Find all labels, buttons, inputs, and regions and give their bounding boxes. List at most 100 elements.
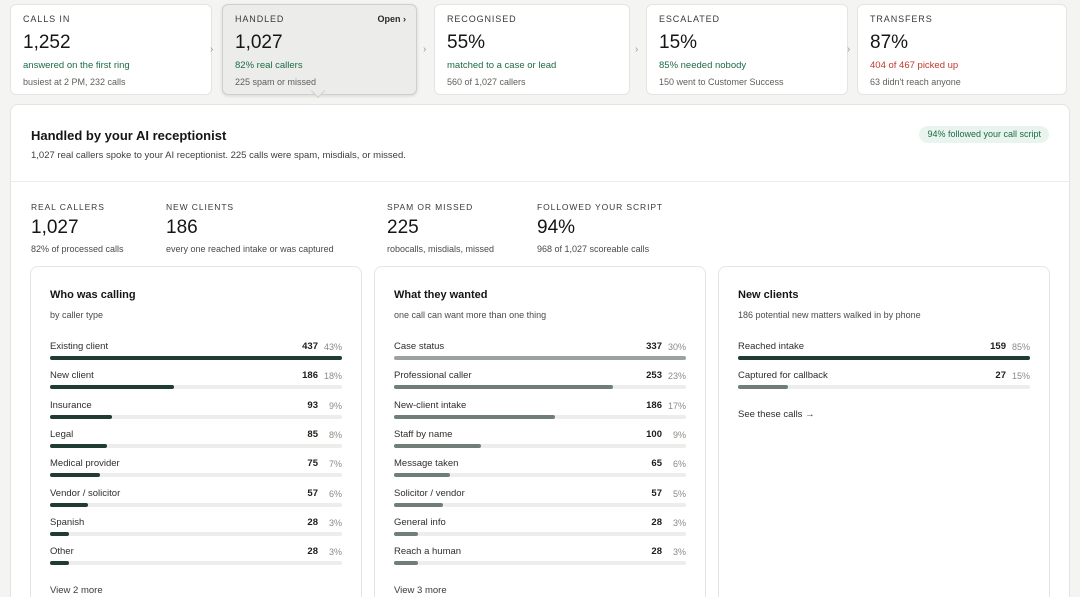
chevron-right-icon: › (635, 44, 639, 55)
kpi-sub: matched to a case or lead (447, 60, 557, 71)
bar-fill (50, 443, 107, 448)
bar-fill (394, 356, 686, 360)
kpi-card-handled[interactable]: HANDLED Open › 1,027 82% real callers 22… (222, 4, 417, 95)
breakdown-row[interactable]: Insurance 93 9% (50, 400, 342, 429)
kpi-card-calls-in[interactable]: CALLS IN 1,252 answered on the first rin… (10, 4, 212, 95)
bar-fill (394, 473, 451, 478)
breakdown-row[interactable]: Case status 337 30% (394, 341, 686, 370)
breakdown-row[interactable]: Vendor / solicitor 57 6% (50, 488, 342, 517)
row-label: Insurance (50, 399, 92, 411)
row-percent: 3% (672, 517, 686, 528)
bar-track (394, 385, 686, 390)
kpi-value: 1,027 (235, 32, 283, 53)
stat-note: 968 of 1,027 scoreable calls (537, 244, 650, 254)
breakdown-row[interactable]: Professional caller 253 23% (394, 370, 686, 399)
row-percent: 3% (672, 547, 686, 558)
row-label: Staff by name (394, 428, 453, 440)
kpi-sub: answered on the first ring (23, 60, 130, 71)
row-count: 100 (646, 428, 662, 440)
row-label: Existing client (50, 341, 109, 352)
breakdown-row[interactable]: Other 28 3% (50, 546, 342, 575)
stat-spam-missed: SPAM OR MISSED 225 robocalls, misdials, … (387, 202, 494, 255)
breakdown-row[interactable]: Medical provider 75 7% (50, 458, 342, 487)
breakdown-row[interactable]: Reached intake 159 85% (738, 341, 1030, 370)
bar-track (50, 356, 342, 360)
row-count: 28 (651, 516, 662, 528)
card-title: New clients (738, 289, 799, 301)
row-percent: 85% (1011, 342, 1030, 352)
bar-track (394, 443, 686, 448)
panel-title: Handled by your AI receptionist (31, 128, 227, 143)
bar-track (394, 502, 686, 507)
breakdown-row[interactable]: Existing client 437 43% (50, 341, 342, 370)
row-label: Case status (394, 341, 445, 352)
see-calls-link[interactable]: See these calls → (738, 409, 815, 420)
card-description: 186 potential new matters walked in by p… (738, 310, 921, 320)
row-percent: 6% (672, 459, 686, 470)
row-percent: 6% (328, 488, 342, 499)
bar-fill (394, 385, 614, 390)
stat-value: 94% (537, 217, 576, 238)
bar-track (50, 531, 342, 536)
kpi-note: 560 of 1,027 callers (447, 77, 526, 87)
row-label: Spanish (50, 516, 85, 528)
kpi-sub: 82% real callers (235, 60, 303, 71)
breakdown-row[interactable]: Legal 85 8% (50, 429, 342, 458)
kpi-card-escalated[interactable]: ESCALATED 15% 85% needed nobody 150 went… (646, 4, 848, 95)
breakdown-row[interactable]: Captured for callback 27 15% (738, 370, 1030, 399)
bar-track (50, 561, 342, 566)
breakdown-row[interactable]: Reach a human 28 3% (394, 546, 686, 575)
card-description: by caller type (50, 310, 104, 320)
open-link[interactable]: Open › (377, 14, 407, 24)
row-percent: 3% (328, 517, 342, 528)
stat-real-callers: REAL CALLERS 1,027 82% of processed call… (31, 202, 124, 255)
row-label: New client (50, 370, 94, 382)
row-count: 186 (646, 399, 662, 411)
kpi-value: 87% (870, 32, 909, 53)
panel-description: 1,027 real callers spoke to your AI rece… (31, 150, 406, 161)
bar-fill (50, 561, 69, 566)
handled-panel: Handled by your AI receptionist 1,027 re… (10, 104, 1070, 597)
kpi-note: 150 went to Customer Success (659, 77, 784, 87)
row-percent: 9% (328, 400, 342, 411)
script-badge: 94% followed your call script (919, 126, 1049, 143)
row-percent: 3% (328, 547, 342, 558)
row-count: 159 (990, 341, 1006, 352)
bar-track (50, 443, 342, 448)
bar-track (394, 531, 686, 536)
bar-fill (50, 385, 175, 390)
breakdown-row[interactable]: New client 186 18% (50, 370, 342, 399)
row-count: 85 (307, 428, 318, 440)
row-percent: 8% (328, 429, 342, 440)
row-count: 186 (302, 370, 318, 382)
kpi-card-recognised[interactable]: RECOGNISED 55% matched to a case or lead… (434, 4, 630, 95)
bar-fill (50, 414, 113, 419)
kpi-card-transfers[interactable]: TRANSFERS 87% 404 of 467 picked up 63 di… (857, 4, 1067, 95)
row-count: 27 (995, 370, 1006, 382)
row-count: 93 (307, 399, 318, 411)
breakdown-row[interactable]: New-client intake 186 17% (394, 400, 686, 429)
kpi-sub: 85% needed nobody (659, 60, 747, 71)
row-percent: 9% (672, 429, 686, 440)
row-percent: 43% (323, 342, 342, 352)
breakdown-row[interactable]: Spanish 28 3% (50, 517, 342, 546)
breakdown-row[interactable]: Message taken 65 6% (394, 458, 686, 487)
row-label: Professional caller (394, 370, 472, 382)
bar-track (50, 385, 342, 390)
view-more-link[interactable]: View 2 more (50, 585, 103, 596)
row-count: 28 (651, 546, 662, 558)
breakdown-row[interactable]: Solicitor / vendor 57 5% (394, 488, 686, 517)
row-percent: 18% (323, 371, 342, 382)
bar-track (50, 502, 342, 507)
row-count: 337 (646, 341, 662, 352)
breakdown-row[interactable]: Staff by name 100 9% (394, 429, 686, 458)
card-new-clients: New clients 186 potential new matters wa… (718, 266, 1050, 597)
kpi-label: ESCALATED (659, 14, 720, 24)
row-label: Reach a human (394, 546, 462, 558)
stat-label: FOLLOWED YOUR SCRIPT (537, 202, 663, 212)
stat-value: 186 (166, 217, 198, 238)
view-more-link[interactable]: View 3 more (394, 585, 447, 596)
breakdown-row[interactable]: General info 28 3% (394, 517, 686, 546)
kpi-note: busiest at 2 PM, 232 calls (23, 77, 126, 87)
bar-fill (50, 531, 69, 536)
